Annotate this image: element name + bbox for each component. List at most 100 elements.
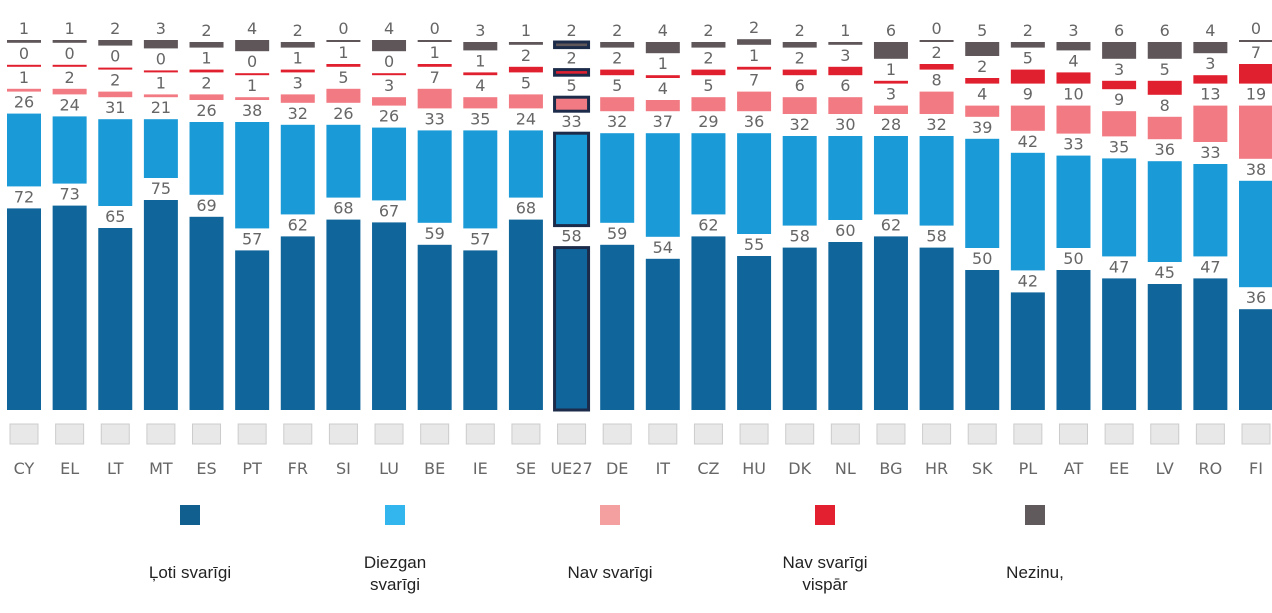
bar-segment — [280, 94, 315, 103]
x-tick-label: LU — [379, 459, 399, 478]
x-tick-label: RO — [1199, 459, 1223, 478]
x-tick-label: SE — [516, 459, 536, 478]
bar-segment — [1147, 80, 1182, 95]
value-label: 5 — [1023, 49, 1033, 68]
value-label: 5 — [977, 21, 987, 40]
x-tick-label: LV — [1156, 459, 1174, 478]
value-label: 0 — [1251, 19, 1261, 38]
bar-segment — [691, 69, 726, 76]
value-label: 42 — [1018, 271, 1038, 290]
bar-segment — [873, 136, 908, 215]
value-label: 3 — [156, 19, 166, 38]
bar-segment — [919, 64, 954, 70]
x-tick-label: LT — [107, 459, 124, 478]
bar-segment — [508, 66, 543, 73]
bar-segment — [280, 124, 315, 215]
bar-segment — [326, 40, 361, 42]
value-label: 4 — [977, 85, 987, 104]
value-label: 35 — [1109, 137, 1129, 156]
x-tick-label: HR — [925, 459, 948, 478]
value-label: 3 — [293, 73, 303, 92]
bar-segment — [1147, 161, 1182, 262]
bar-segment — [1239, 64, 1272, 84]
value-label: 7 — [430, 68, 440, 87]
bar-segment — [828, 97, 863, 114]
flag — [420, 423, 450, 445]
value-label: 35 — [470, 109, 490, 128]
bar-segment — [1102, 278, 1137, 410]
bar-segment — [52, 64, 87, 67]
value-label: 2 — [703, 21, 713, 40]
x-tick-label: NL — [835, 459, 856, 478]
value-label: 2 — [703, 49, 713, 68]
bar-segment — [1010, 69, 1045, 84]
value-label: 21 — [151, 98, 171, 117]
value-label: 57 — [470, 229, 490, 248]
x-tick-label: PL — [1019, 459, 1038, 478]
value-label: 5 — [338, 68, 348, 87]
value-label: 36 — [1246, 288, 1266, 307]
x-tick-label: PT — [242, 459, 262, 478]
value-label: 1 — [430, 43, 440, 62]
value-label: 2 — [749, 18, 759, 37]
value-label: 3 — [1068, 21, 1078, 40]
value-label: 1 — [19, 68, 29, 87]
value-label: 1 — [65, 19, 75, 38]
legend-swatch — [180, 505, 200, 525]
bar-segment — [143, 119, 178, 178]
value-label: 68 — [516, 199, 536, 218]
flag — [1058, 423, 1088, 445]
legend-label: Nezinu, — [1006, 563, 1064, 582]
value-label: 3 — [384, 76, 394, 95]
value-label: 4 — [1068, 51, 1078, 70]
bar-segment — [235, 40, 270, 52]
value-label: 32 — [288, 104, 308, 123]
x-tick-label: BG — [879, 459, 902, 478]
value-label: 0 — [65, 44, 75, 63]
value-label: 47 — [1109, 257, 1129, 276]
value-label: 28 — [881, 115, 901, 134]
bar-segment — [1193, 75, 1228, 84]
value-label: 26 — [196, 101, 216, 120]
value-label: 9 — [1023, 85, 1033, 104]
value-label: 8 — [1160, 96, 1170, 115]
bar-segment — [1102, 111, 1137, 137]
flag — [876, 423, 906, 445]
bar-segment — [189, 216, 224, 410]
legend-label: Nav svarīgi vispār — [782, 553, 867, 594]
bar-segment — [98, 228, 133, 410]
value-label: 2 — [612, 49, 622, 68]
bar-segment — [553, 40, 591, 50]
value-label: 4 — [475, 76, 485, 95]
x-tick-label: SK — [972, 459, 993, 478]
value-label: 9 — [1114, 90, 1124, 109]
value-label: 47 — [1200, 257, 1220, 276]
value-label: 1 — [19, 19, 29, 38]
bar-segment — [600, 97, 635, 112]
bar-segment — [235, 250, 270, 410]
x-tick-label: DE — [606, 459, 628, 478]
bar-segment — [98, 119, 133, 206]
value-label: 6 — [795, 76, 805, 95]
flag — [1195, 423, 1225, 445]
value-label: 8 — [931, 71, 941, 90]
value-label: 0 — [384, 52, 394, 71]
bar-segment — [919, 91, 954, 114]
bar-segment — [372, 222, 407, 410]
bar-segment — [600, 69, 635, 76]
bar-segment — [417, 130, 452, 223]
value-label: 62 — [698, 215, 718, 234]
bar-segment — [553, 246, 591, 412]
bar-segment — [737, 66, 772, 70]
value-label: 33 — [1200, 143, 1220, 162]
bar-segment — [1239, 180, 1272, 288]
value-label: 62 — [881, 215, 901, 234]
x-tick-label: IT — [656, 459, 671, 478]
bar-segment — [235, 97, 270, 100]
value-label: 37 — [653, 112, 673, 131]
bar-segment — [52, 88, 87, 95]
bar-segment — [7, 64, 41, 67]
value-label: 6 — [886, 21, 896, 40]
bar-segment — [1056, 270, 1091, 410]
value-label: 2 — [612, 21, 622, 40]
